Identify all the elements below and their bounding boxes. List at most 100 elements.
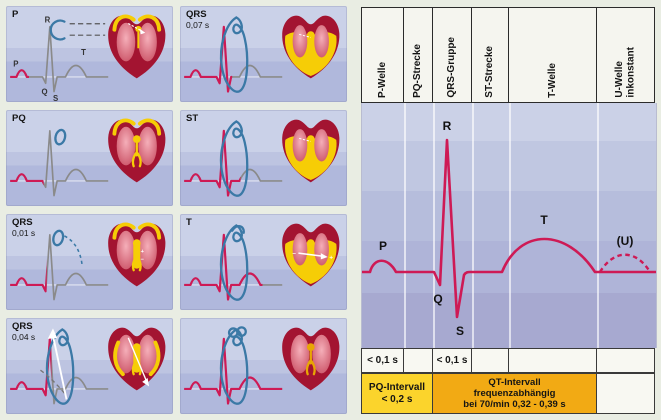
column-header-label: QRS-Gruppe (446, 37, 458, 98)
phase-panel-art (184, 119, 340, 197)
wave-label-t: T (540, 213, 548, 227)
mini-ecg-label-q: Q (41, 88, 47, 97)
full-loop-icon (219, 120, 249, 197)
duration-cell (472, 348, 509, 373)
duration-cell: < 0,1 s (361, 348, 404, 373)
mini-ecg-trace (10, 234, 109, 301)
wave-label-p: P (379, 239, 387, 253)
column-header-cell: T-Welle (509, 7, 597, 103)
phase-panel: PQ (6, 110, 173, 206)
svg-text:+: + (141, 249, 145, 255)
heart-illustration (282, 15, 340, 79)
phase-name: QRS (12, 321, 33, 332)
phase-name: T (186, 217, 192, 228)
wave-label-s: S (456, 324, 464, 338)
column-header-label: PQ-Strecke (412, 44, 424, 98)
phase-panel-label: P (12, 9, 19, 21)
interval-row: PQ-Intervall < 0,2 s QT-Intervall frequenz… (361, 373, 657, 414)
column-header-cell: ST-Strecke (472, 7, 509, 103)
wave-label-q: Q (433, 292, 442, 306)
heart-illustration (108, 14, 166, 79)
column-header-cell: P-Welle (361, 7, 404, 103)
phase-panel-art (10, 118, 166, 197)
loop-white-arrow-icon (40, 328, 75, 405)
column-header-label: ST-Strecke (484, 46, 496, 98)
svg-text:−: − (141, 257, 145, 263)
mini-ecg-trace (184, 337, 283, 405)
small-oval-dashed-arc-icon (52, 229, 83, 267)
mini-ecg-trace (184, 25, 283, 93)
phase-panel: ST (180, 110, 347, 206)
ecg-plot: P Q R S T (U) (362, 103, 656, 348)
duration-cell (597, 348, 655, 373)
mini-ecg-trace (10, 337, 109, 405)
phase-name: PQ (12, 113, 26, 124)
wave-label-u: (U) (617, 234, 634, 248)
interval-box: QT-Intervall frequenzabhängig bei 70/min 0… (433, 373, 597, 414)
full-loop-twist-icon (219, 326, 249, 405)
phase-panel-label: T (186, 217, 192, 229)
column-header-label: T-Welle (546, 63, 558, 98)
crescent-loop-icon (49, 19, 106, 41)
phase-panel-art: + − (10, 222, 166, 301)
duration-cell: < 0,1 s (433, 348, 472, 373)
column-header-cell: U-Welle inkonstant (597, 7, 655, 103)
ecg-wave-table: P-Welle PQ-Strecke QRS-Gruppe ST-Strecke… (361, 7, 657, 414)
heart-illustration (108, 327, 166, 391)
interval-box (597, 373, 655, 414)
column-header-label: P-Welle (376, 62, 388, 98)
column-header-cell: PQ-Strecke (404, 7, 433, 103)
interval-box: PQ-Intervall < 0,2 s (361, 373, 433, 414)
full-loop-icon (219, 16, 249, 93)
ecg-plot-area: P Q R S T (U) (361, 103, 657, 348)
mini-ecg-label-t: T (81, 48, 86, 57)
column-header-row: P-Welle PQ-Strecke QRS-Gruppe ST-Strecke… (361, 7, 657, 103)
ecg-trace (362, 138, 656, 319)
mini-ecg-label-r: R (45, 16, 51, 25)
mini-ecg-trace (10, 130, 109, 197)
mini-ecg-trace (184, 129, 283, 197)
phase-panel-label: PQ (12, 113, 26, 125)
phase-panel-label: QRS 0,01 s (12, 217, 36, 239)
svg-text:−: − (292, 250, 296, 257)
phase-name: ST (186, 113, 199, 124)
phase-panel-art (10, 327, 166, 405)
svg-text:+: + (329, 254, 333, 261)
phase-duration: 0,01 s (12, 227, 36, 238)
phase-panel (180, 318, 347, 414)
mini-ecg-label-s: S (53, 94, 58, 102)
mini-ecg-trace (10, 26, 109, 93)
small-oval-loop-icon (54, 128, 67, 146)
heart-illustration: + − (108, 222, 166, 287)
phase-panel-label: ST (186, 113, 199, 125)
phase-panel-label: QRS 0,04 s (12, 321, 36, 343)
duration-cell (404, 348, 433, 373)
phase-duration: 0,04 s (12, 331, 36, 342)
heart-illustration (282, 327, 340, 391)
u-wave-dashed (598, 253, 652, 273)
duration-cell (509, 348, 597, 373)
wave-label-r: R (443, 119, 452, 133)
duration-row: < 0,1 s < 0,1 s (361, 348, 657, 373)
heart-illustration: − + (282, 223, 340, 287)
heart-illustration (108, 118, 166, 183)
phase-duration: 0,07 s (186, 19, 210, 30)
phase-panel-art: R P T QS (10, 14, 166, 102)
phase-panel-art: − + (184, 223, 340, 301)
phase-panel-art (184, 326, 340, 405)
phase-panel-label: QRS 0,07 s (186, 9, 210, 31)
phase-panel: T − + (180, 214, 347, 310)
phase-panel: QRS 0,04 s (6, 318, 173, 414)
phase-name: QRS (12, 217, 33, 228)
phase-panel: QRS 0,01 s + − (6, 214, 173, 310)
mini-ecg-trace (184, 233, 283, 301)
column-header-label: U-Welle inkonstant (614, 47, 637, 98)
phase-name: P (12, 9, 19, 20)
heart-illustration (282, 119, 340, 183)
phase-panel: QRS 0,07 s (180, 6, 347, 102)
mini-ecg-label-p: P (13, 60, 18, 69)
phase-name: QRS (186, 9, 207, 20)
